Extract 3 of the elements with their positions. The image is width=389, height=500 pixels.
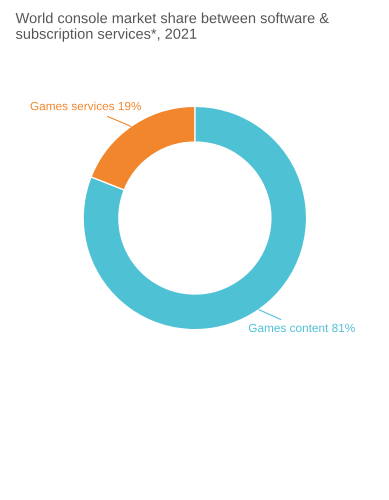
slice-label: Games content 81% [248, 324, 355, 332]
chart-title: World console market share between software & subscription services*, 2021 [16, 12, 329, 42]
slice-label: Games services 19% [30, 102, 142, 110]
